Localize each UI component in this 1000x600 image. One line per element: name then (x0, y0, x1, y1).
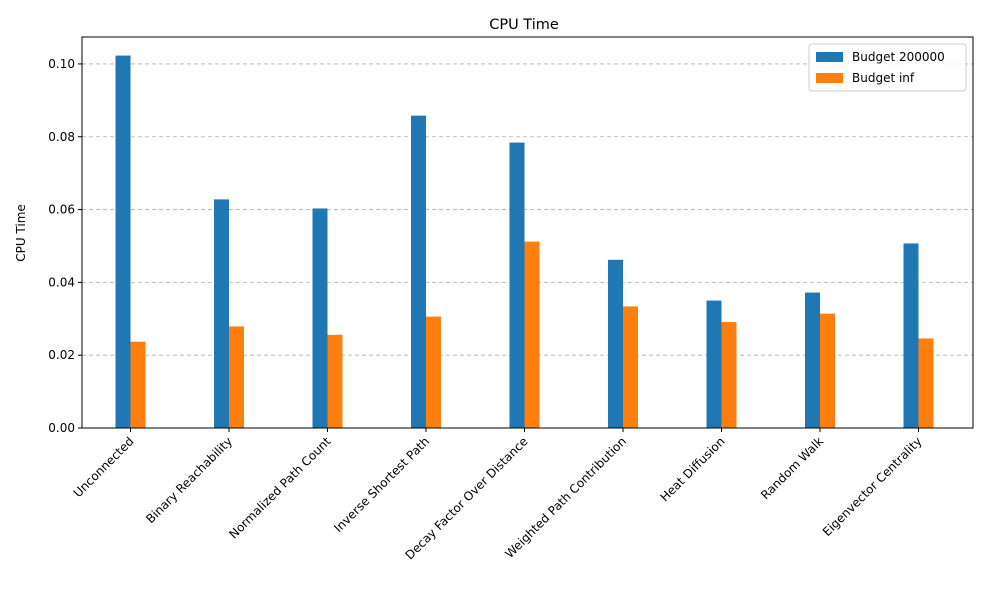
bar-budget-inf (918, 338, 934, 428)
bar-budget-200000 (214, 199, 229, 428)
bar-budget-inf (721, 322, 737, 428)
legend-swatch (816, 73, 843, 83)
bar-budget-200000 (706, 300, 722, 428)
bar-budget-inf (524, 241, 540, 428)
y-tick-label: 0.04 (48, 275, 75, 289)
x-axis: Unconnected Binary ReachabilityNormalized… (71, 428, 925, 562)
bar-budget-inf (623, 306, 638, 428)
bar-budget-200000 (411, 115, 426, 428)
y-axis-label: CPU Time (14, 204, 28, 262)
chart-title: CPU Time (489, 17, 559, 33)
y-axis: 0.00 0.02 0.04 0.06 0.08 0.10 (48, 57, 82, 435)
bar-budget-inf (130, 341, 146, 428)
y-tick-label: 0.02 (48, 348, 75, 362)
bar-budget-inf (426, 316, 441, 428)
x-tick-label: Random Walk (758, 434, 826, 502)
legend-swatch (816, 52, 843, 62)
bar-budget-inf (229, 326, 244, 428)
bar-budget-200000 (509, 142, 525, 429)
legend: Budget 200000 Budget inf (808, 43, 967, 92)
legend-box (808, 43, 967, 92)
x-tick-label: Eigenvector Centrality (820, 434, 925, 539)
bar-budget-200000 (115, 55, 131, 428)
y-tick-label: 0.06 (48, 203, 75, 217)
bar-budget-200000 (903, 243, 919, 428)
bar-budget-inf (820, 313, 835, 428)
legend-entry: Budget inf (852, 71, 915, 85)
bar-budget-200000 (608, 259, 623, 428)
bars (115, 55, 934, 429)
bar-budget-inf (327, 334, 343, 428)
y-tick-label: 0.08 (48, 130, 75, 144)
x-tick-label: Binary Reachability (143, 434, 235, 526)
y-tick-label: 0.00 (48, 421, 75, 435)
x-tick-label: Unconnected (71, 434, 137, 500)
x-tick-label: Inverse Shortest Path (331, 434, 432, 535)
legend-entry: Budget 200000 (852, 50, 945, 64)
y-tick-label: 0.10 (48, 57, 75, 71)
bar-budget-200000 (805, 292, 820, 428)
x-tick-label: Normalized Path Count (226, 434, 333, 541)
x-tick-label: Heat Diffusion (657, 434, 727, 504)
plot-frame (81, 36, 974, 429)
bar-budget-200000 (312, 208, 328, 428)
